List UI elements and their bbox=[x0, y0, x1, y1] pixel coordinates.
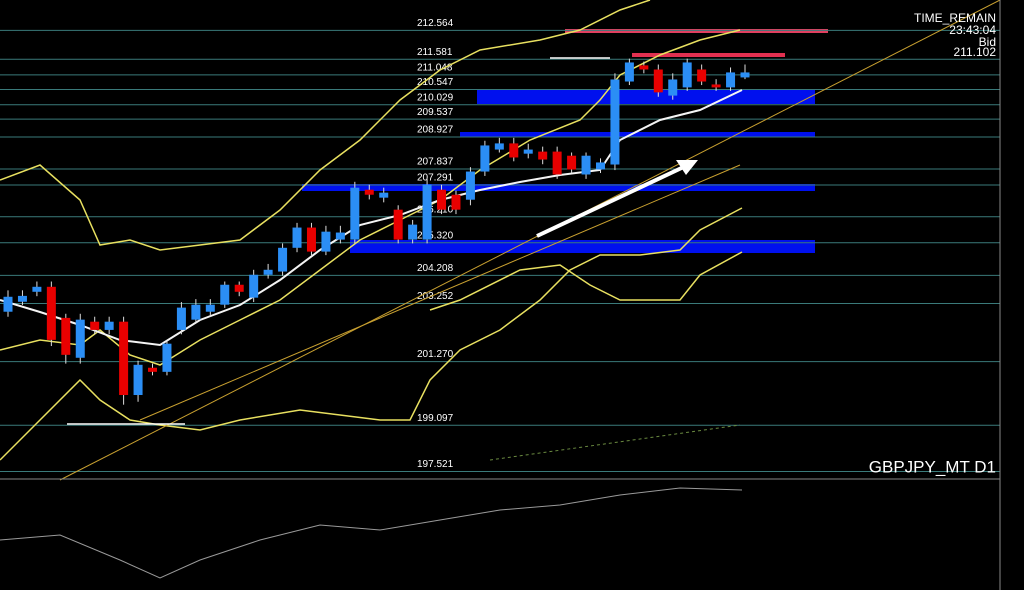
candle-body bbox=[740, 72, 750, 78]
band bbox=[0, 0, 651, 251]
candle-body bbox=[133, 364, 143, 396]
candle-body bbox=[653, 69, 663, 93]
band bbox=[429, 251, 743, 311]
candle-body bbox=[379, 192, 389, 198]
arrow bbox=[536, 162, 691, 238]
candle-body bbox=[90, 321, 100, 330]
candle-body bbox=[321, 231, 331, 252]
candle-body bbox=[697, 69, 707, 82]
symbol: GBPJPY_MT D1 bbox=[869, 457, 996, 476]
zone bbox=[350, 240, 815, 253]
candle-body bbox=[393, 209, 403, 240]
candle-body bbox=[17, 295, 27, 302]
candle-body bbox=[46, 286, 56, 340]
candle-body bbox=[234, 284, 244, 292]
candle-body bbox=[364, 189, 374, 195]
candle-body bbox=[610, 79, 620, 165]
band bbox=[0, 207, 743, 461]
candle-body bbox=[176, 307, 186, 330]
candle-body bbox=[509, 143, 519, 158]
oscillator-line bbox=[0, 487, 743, 579]
candle-body bbox=[639, 65, 649, 70]
candle-body bbox=[624, 62, 634, 82]
level-label: 207.291 bbox=[417, 173, 454, 184]
time-remain: 23:43:04 bbox=[949, 23, 996, 37]
candle-body bbox=[408, 224, 418, 240]
level-label: 210.029 bbox=[417, 92, 454, 103]
bid: 211.102 bbox=[954, 45, 997, 59]
candle-body bbox=[335, 232, 345, 240]
level-label: 204.208 bbox=[417, 263, 454, 274]
candle-body bbox=[437, 189, 447, 210]
zone bbox=[302, 184, 815, 191]
level-label: 209.537 bbox=[417, 107, 454, 118]
candle-body bbox=[61, 317, 71, 355]
candle-body bbox=[306, 227, 316, 252]
arrow-head bbox=[676, 160, 698, 175]
trend-line bbox=[489, 424, 741, 461]
candle-body bbox=[3, 296, 13, 312]
candle-body bbox=[148, 367, 158, 372]
level-label: 211.048 bbox=[417, 62, 453, 73]
candle-body bbox=[552, 151, 562, 175]
level-label: 197.521 bbox=[417, 459, 454, 470]
bid-label: Bid bbox=[979, 35, 996, 49]
candle-body bbox=[263, 269, 273, 275]
level-label: 201.270 bbox=[417, 349, 454, 360]
candle-body bbox=[104, 321, 114, 330]
candle-body bbox=[538, 151, 548, 160]
level-label: 212.564 bbox=[417, 18, 454, 29]
level-label: 211.581 bbox=[417, 47, 453, 58]
resistance bbox=[632, 53, 785, 57]
candle-body bbox=[278, 247, 288, 272]
candle-body bbox=[119, 321, 129, 396]
candle-body bbox=[711, 84, 721, 88]
candle-body bbox=[249, 274, 259, 298]
candle-body bbox=[350, 187, 360, 240]
level-label: 199.097 bbox=[417, 413, 454, 424]
zone bbox=[477, 89, 815, 104]
level-label: 205.320 bbox=[417, 230, 454, 241]
candle-body bbox=[162, 343, 172, 372]
candle-body bbox=[451, 194, 461, 210]
candle-body bbox=[75, 319, 85, 358]
candle-body bbox=[191, 304, 201, 320]
candle-body bbox=[32, 286, 42, 292]
level-label: 203.252 bbox=[417, 291, 454, 302]
zone bbox=[460, 132, 815, 137]
candle-body bbox=[480, 145, 490, 172]
candle-body bbox=[726, 72, 736, 88]
level-label: 207.837 bbox=[417, 157, 454, 168]
level-label: 206.210 bbox=[417, 204, 454, 215]
candle-body bbox=[494, 143, 504, 150]
trend-line bbox=[59, 0, 1001, 481]
oscillator bbox=[0, 487, 743, 579]
candle-body bbox=[465, 171, 475, 200]
time-remain-label: TIME_REMAIN bbox=[914, 11, 996, 25]
candle-body bbox=[292, 227, 302, 248]
candle-body bbox=[595, 162, 605, 170]
candle-body bbox=[523, 149, 533, 154]
level-label: 208.927 bbox=[417, 125, 454, 136]
level-label: 210.547 bbox=[417, 77, 454, 88]
resistance bbox=[565, 29, 828, 33]
candle-body bbox=[567, 155, 577, 170]
candle-body bbox=[205, 304, 215, 312]
candle-body bbox=[668, 79, 678, 96]
candle-body bbox=[422, 184, 432, 240]
candle-body bbox=[220, 284, 230, 305]
candle-body bbox=[682, 62, 692, 88]
candle-body bbox=[581, 155, 591, 175]
trend-line bbox=[139, 164, 741, 421]
